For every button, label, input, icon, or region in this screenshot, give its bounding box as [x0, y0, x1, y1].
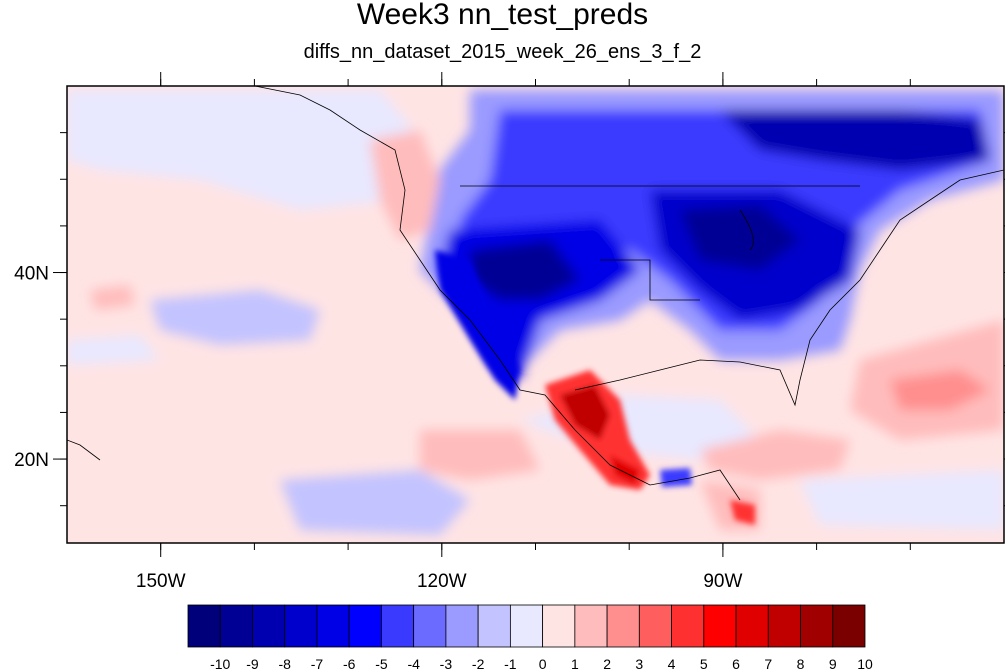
colorbar-swatch: [187, 604, 221, 648]
colorbar-label: -8: [278, 656, 291, 672]
y-tick-label: 20N: [14, 450, 49, 471]
colorbar-label: -7: [311, 656, 324, 672]
colorbar-swatch: [477, 604, 511, 648]
colorbar-swatch: [832, 604, 866, 648]
colorbar-label: -4: [407, 656, 420, 672]
colorbar-swatch: [800, 604, 834, 648]
colorbar-swatch: [574, 604, 608, 648]
colorbar-label: 1: [571, 656, 579, 672]
coastlines: [67, 86, 1004, 501]
colorbar-swatch: [638, 604, 672, 648]
colorbar-swatch: [703, 604, 737, 648]
x-tick-label: 120W: [417, 571, 467, 592]
colorbar-swatch: [219, 604, 253, 648]
colorbar-swatch: [671, 604, 705, 648]
colorbar-swatch: [252, 604, 286, 648]
y-tick-label: 40N: [14, 264, 49, 285]
colorbar-swatch: [348, 604, 382, 648]
anomaly-field: [67, 86, 1004, 543]
colorbar-label: -3: [440, 656, 453, 672]
colorbar-swatch: [316, 604, 350, 648]
colorbar-label: -1: [504, 656, 517, 672]
colorbar-label: -10: [210, 656, 230, 672]
colorbar-label: 0: [539, 656, 547, 672]
colorbar-label: 9: [829, 656, 837, 672]
x-tick-label: 150W: [136, 571, 186, 592]
colorbar-swatch: [445, 604, 479, 648]
colorbar-swatch: [767, 604, 801, 648]
colorbar-label: 5: [700, 656, 708, 672]
colorbar-swatch: [735, 604, 769, 648]
colorbar-swatch: [381, 604, 415, 648]
colorbar-label: 2: [603, 656, 611, 672]
colorbar-label: 6: [732, 656, 740, 672]
colorbar-label: -2: [472, 656, 485, 672]
colorbar-swatch: [284, 604, 318, 648]
colorbar-label: 10: [857, 656, 873, 672]
colorbar-swatch: [509, 604, 544, 648]
colorbar-label: -9: [246, 656, 259, 672]
x-tick-label: 90W: [703, 571, 742, 592]
colorbar-label: 3: [635, 656, 643, 672]
axis-ticks: 150W 120W 90W 40N 20N: [14, 72, 1005, 592]
colorbar-label: -5: [375, 656, 388, 672]
colorbar-label: 7: [764, 656, 772, 672]
colorbar: -10 -9 -8 -7 -6 -5 -4 -3 -2 -1 0 1 2 3 4 5 6 7 8 9 10: [187, 604, 873, 672]
colorbar-label: 8: [797, 656, 805, 672]
colorbar-label: -6: [343, 656, 356, 672]
colorbar-swatch: [413, 604, 447, 648]
colorbar-label: 4: [668, 656, 676, 672]
plot-title: Week3 nn_test_preds: [356, 0, 649, 31]
colorbar-swatch: [606, 604, 640, 648]
plot-subtitle: diffs_nn_dataset_2015_week_26_ens_3_f_2: [303, 41, 702, 63]
colorbar-swatch: [542, 604, 576, 648]
